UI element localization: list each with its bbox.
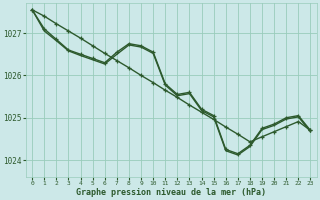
X-axis label: Graphe pression niveau de la mer (hPa): Graphe pression niveau de la mer (hPa) [76,188,266,197]
